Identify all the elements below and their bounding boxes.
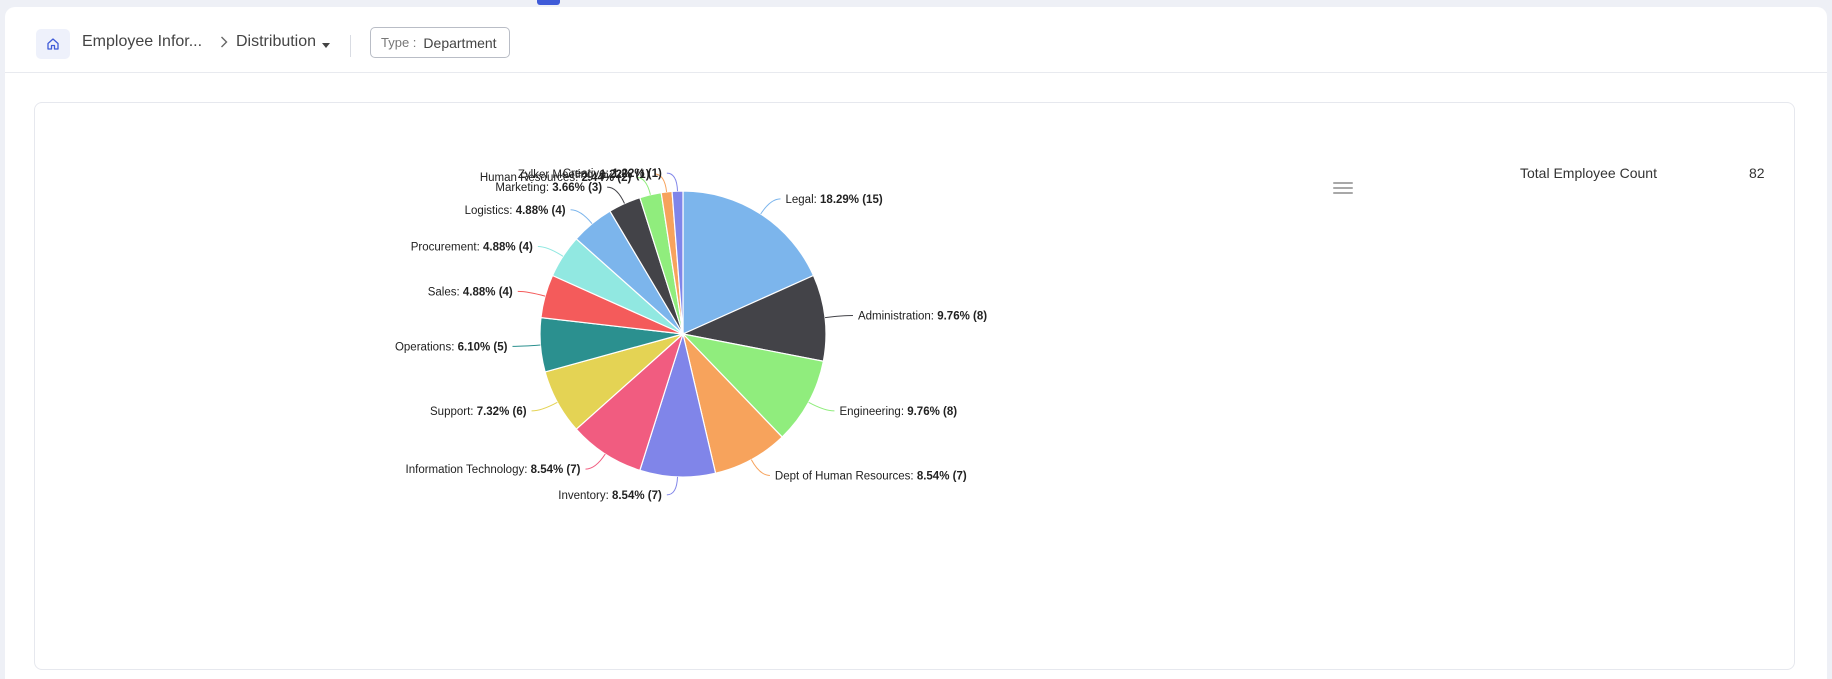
label-connector — [808, 401, 835, 412]
label-connector — [531, 401, 558, 412]
label-connector — [636, 176, 651, 195]
slice-data-label: Legal: 18.29% (15) — [786, 194, 883, 206]
label-connector — [666, 476, 679, 496]
label-connector — [570, 209, 593, 224]
slice-data-label: Support: 7.32% (6) — [430, 406, 527, 418]
label-connector — [666, 172, 679, 192]
slice-data-label: Information Technology: 8.54% (7) — [406, 464, 581, 476]
slice-data-label: Human Resources: 2.44% (2) — [480, 172, 632, 184]
filter-type-value: Department — [423, 34, 497, 51]
slice-data-label: Logistics: 4.88% (4) — [465, 205, 566, 217]
slice-data-label: Sales: 4.88% (4) — [428, 286, 513, 298]
label-connector — [607, 186, 625, 204]
slice-data-label: Zylker Meeting: 1.22% (1) — [518, 169, 650, 181]
header-bar: Employee Infor... Distribution Type : De… — [5, 7, 1827, 73]
main-panel: Employee Infor... Distribution Type : De… — [5, 7, 1827, 679]
slice-data-label: Inventory: 8.54% (7) — [558, 490, 662, 502]
label-connector — [750, 459, 770, 476]
chart-menu-icon[interactable] — [1333, 182, 1353, 198]
pie-labels: Legal: 18.29% (15) Administration: 9.76% … — [395, 168, 987, 502]
slice-data-label: Creative: 1.22% (1) — [563, 168, 662, 180]
divider — [350, 35, 351, 57]
label-connector — [585, 453, 606, 470]
label-connector — [824, 315, 853, 319]
active-tab-indicator — [537, 0, 560, 5]
label-connector — [537, 245, 564, 257]
slice-data-label: Operations: 6.10% (5) — [395, 341, 508, 353]
chevron-down-icon[interactable] — [322, 43, 330, 48]
total-employee-count-value: 82 — [1749, 165, 1765, 181]
slice-data-label: Engineering: 9.76% (8) — [839, 406, 957, 418]
home-button[interactable] — [36, 29, 70, 59]
chevron-right-icon — [221, 36, 228, 48]
pie-chart: Legal: 18.29% (15) Administration: 9.76% … — [395, 168, 987, 502]
label-connector — [760, 198, 781, 215]
label-connector — [517, 290, 546, 297]
slice-data-label: Dept of Human Resources: 8.54% (7) — [775, 470, 967, 482]
label-connector — [654, 173, 668, 193]
pie-slices — [539, 190, 827, 478]
filter-type-label: Type : — [381, 35, 417, 50]
total-employee-count-label: Total Employee Count — [1520, 165, 1657, 181]
slice-data-label: Marketing: 3.66% (3) — [495, 182, 602, 194]
slice-data-label: Procurement: 4.88% (4) — [411, 241, 533, 253]
slice-data-label: Administration: 9.76% (8) — [858, 311, 987, 323]
label-connector — [512, 344, 541, 347]
type-filter-button[interactable]: Type : Department — [370, 27, 510, 58]
home-icon — [47, 38, 59, 50]
pie-slice[interactable] — [682, 190, 815, 335]
pie-slice[interactable] — [681, 333, 825, 438]
pie-slice[interactable] — [681, 274, 827, 362]
view-dropdown[interactable]: Distribution — [236, 33, 317, 50]
chart-card: Legal: 18.29% (15) Administration: 9.76% … — [34, 102, 1795, 670]
breadcrumb-module-link[interactable]: Employee Infor... — [82, 33, 203, 50]
